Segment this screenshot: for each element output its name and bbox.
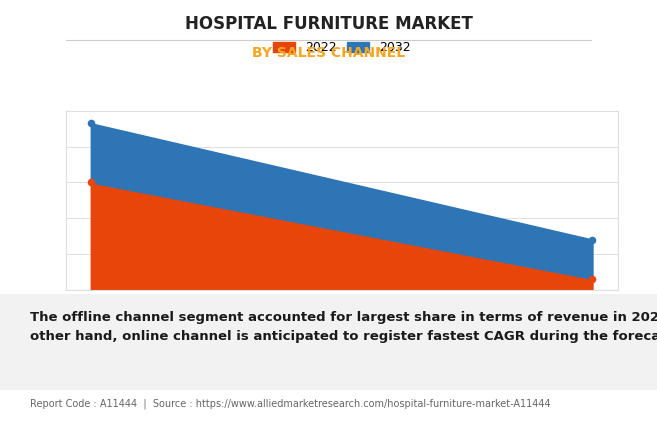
Text: HOSPITAL FURNITURE MARKET: HOSPITAL FURNITURE MARKET [185, 15, 472, 33]
Text: Report Code : A11444  |  Source : https://www.alliedmarketresearch.com/hospital-: Report Code : A11444 | Source : https://… [30, 398, 550, 409]
Text: The offline channel segment accounted for largest share in terms of revenue in 2: The offline channel segment accounted fo… [30, 311, 657, 343]
Legend: 2022, 2032: 2022, 2032 [267, 37, 416, 60]
Text: BY SALES CHANNEL: BY SALES CHANNEL [252, 46, 405, 60]
